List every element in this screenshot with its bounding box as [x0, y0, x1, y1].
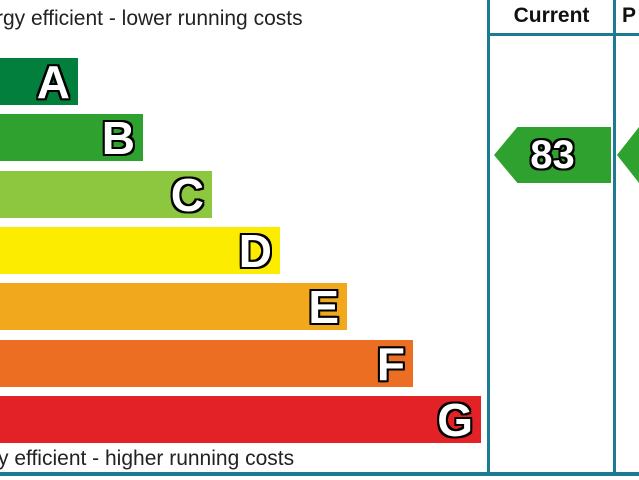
band-bar: F	[0, 340, 413, 387]
potential-column-left-border	[613, 0, 616, 475]
band-letter: D	[238, 224, 272, 277]
current-rating-arrow: 83	[494, 127, 611, 183]
band-letter: G	[437, 393, 473, 446]
current-rating-value: 83	[530, 133, 575, 177]
band-letter: A	[36, 55, 70, 108]
band-letter: B	[101, 111, 135, 164]
band-bar: B	[0, 114, 143, 161]
current-column-header: Current	[513, 4, 590, 27]
band-letter: E	[308, 280, 339, 333]
chart-bottom-border	[0, 472, 639, 476]
band-bar: A	[0, 58, 78, 105]
column-header-underline	[487, 33, 639, 36]
band-bar: D	[0, 227, 280, 274]
potential-column-header: P	[622, 4, 637, 27]
band-bar: E	[0, 283, 347, 330]
band-bar: G	[0, 396, 481, 443]
potential-rating-arrow	[617, 127, 639, 183]
bottom-efficiency-label: y efficient - higher running costs	[0, 447, 295, 470]
band-letter: F	[376, 337, 405, 390]
current-column-left-border	[487, 0, 490, 475]
band-bar: C	[0, 171, 212, 218]
band-letter: C	[170, 168, 204, 221]
top-efficiency-label: rgy efficient - lower running costs	[0, 7, 303, 30]
